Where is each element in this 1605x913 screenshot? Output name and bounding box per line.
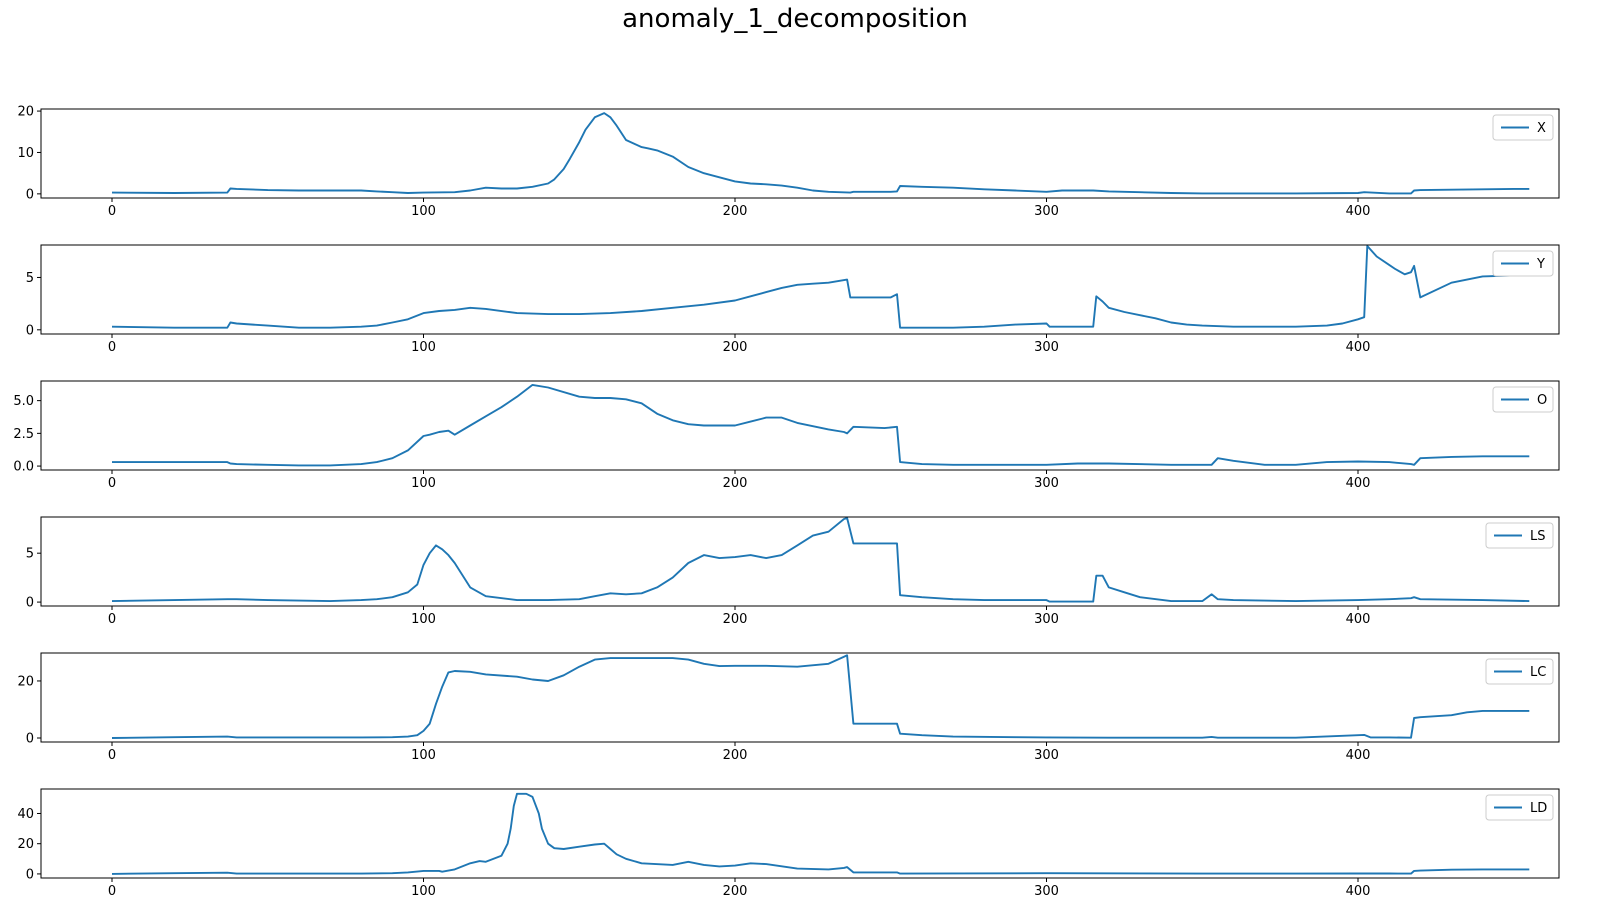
legend-y: Y	[1492, 250, 1554, 277]
y-tick-label-o-0: 0.0	[13, 460, 34, 475]
x-tick-label-ld-400: 400	[1346, 884, 1371, 899]
x-tick-label-lc-300: 300	[1034, 748, 1059, 763]
legend-ld: LD	[1485, 794, 1554, 821]
x-tick-label-x-0: 0	[108, 204, 116, 219]
x-tick-label-x-300: 300	[1034, 204, 1059, 219]
legend-label-ls: LS	[1530, 529, 1546, 544]
x-tick-label-ls-200: 200	[723, 612, 748, 627]
x-tick-label-y-100: 100	[411, 340, 436, 355]
y-tick-label-x-2: 20	[17, 105, 34, 120]
x-tick-label-ld-100: 100	[411, 884, 436, 899]
series-line-y	[111, 245, 1530, 329]
x-tick-label-o-100: 100	[411, 476, 436, 491]
axes-frame-ls	[40, 516, 1560, 607]
legend-ls: LS	[1485, 522, 1554, 549]
x-tick-label-ls-300: 300	[1034, 612, 1059, 627]
x-tick-label-ls-400: 400	[1346, 612, 1371, 627]
y-tick-label-y-0: 0	[26, 323, 34, 338]
x-tick-label-o-300: 300	[1034, 476, 1059, 491]
y-tick-label-lc-1: 20	[17, 674, 34, 689]
legend-label-ld: LD	[1530, 801, 1547, 816]
x-tick-label-ld-300: 300	[1034, 884, 1059, 899]
legend-o: O	[1492, 386, 1554, 413]
x-tick-label-x-100: 100	[411, 204, 436, 219]
subplot-lc: 0 100 200 300 400 0 20 LC	[17, 652, 1560, 763]
x-tick-label-ld-200: 200	[723, 884, 748, 899]
axes-frame-o	[40, 380, 1560, 471]
legend-label-lc: LC	[1530, 665, 1546, 680]
axes-frame-ld	[40, 788, 1560, 879]
subplot-x: 0 100 200 300 400 0 10 20 X	[17, 105, 1560, 219]
x-tick-label-lc-400: 400	[1346, 748, 1371, 763]
x-tick-label-x-400: 400	[1346, 204, 1371, 219]
axes-frame-y	[40, 244, 1560, 335]
x-tick-label-ls-0: 0	[108, 612, 116, 627]
legend-lc: LC	[1485, 658, 1554, 685]
y-tick-label-o-1: 2.5	[13, 427, 34, 442]
x-tick-label-ls-100: 100	[411, 612, 436, 627]
y-tick-label-o-2: 5.0	[13, 394, 34, 409]
legend-x: X	[1492, 114, 1554, 141]
x-tick-label-y-300: 300	[1034, 340, 1059, 355]
x-tick-label-o-0: 0	[108, 476, 116, 491]
legend-label-o: O	[1537, 393, 1547, 408]
x-tick-label-o-400: 400	[1346, 476, 1371, 491]
y-tick-label-lc-0: 0	[26, 732, 34, 747]
series-line-o	[112, 383, 1530, 467]
subplot-o: 0 100 200 300 400 0.0 2.5 5.0 O	[13, 380, 1560, 491]
x-tick-label-lc-0: 0	[108, 748, 116, 763]
series-line-x	[111, 112, 1530, 195]
y-tick-label-ld-2: 40	[17, 807, 34, 822]
figure-title: anomaly_1_decomposition	[622, 4, 968, 34]
x-tick-label-y-400: 400	[1346, 340, 1371, 355]
subplot-ld: 0 100 200 300 400 0 20 40 LD	[17, 788, 1560, 899]
series-line-ld	[111, 792, 1530, 875]
x-tick-label-y-0: 0	[108, 340, 116, 355]
y-tick-label-ld-0: 0	[26, 867, 34, 882]
y-tick-label-x-0: 0	[26, 187, 34, 202]
x-tick-label-y-200: 200	[723, 340, 748, 355]
series-line-lc	[111, 654, 1530, 739]
legend-label-y: Y	[1536, 257, 1545, 272]
y-tick-label-x-1: 10	[17, 146, 34, 161]
y-tick-label-y-1: 5	[26, 271, 34, 286]
x-tick-label-lc-100: 100	[411, 748, 436, 763]
x-tick-label-o-200: 200	[723, 476, 748, 491]
y-tick-label-ld-1: 20	[17, 837, 34, 852]
series-line-ls	[111, 517, 1530, 603]
y-tick-label-ls-1: 5	[26, 547, 34, 562]
subplot-y: 0 100 200 300 400 0 5 Y	[26, 244, 1560, 355]
axes-frame-lc	[40, 652, 1560, 743]
x-tick-label-lc-200: 200	[723, 748, 748, 763]
subplot-ls: 0 100 200 300 400 0 5 LS	[26, 516, 1560, 627]
legend-label-x: X	[1537, 121, 1546, 136]
x-tick-label-ld-0: 0	[108, 884, 116, 899]
axes-frame-x	[40, 108, 1560, 199]
x-tick-label-x-200: 200	[723, 204, 748, 219]
y-tick-label-ls-0: 0	[26, 596, 34, 611]
